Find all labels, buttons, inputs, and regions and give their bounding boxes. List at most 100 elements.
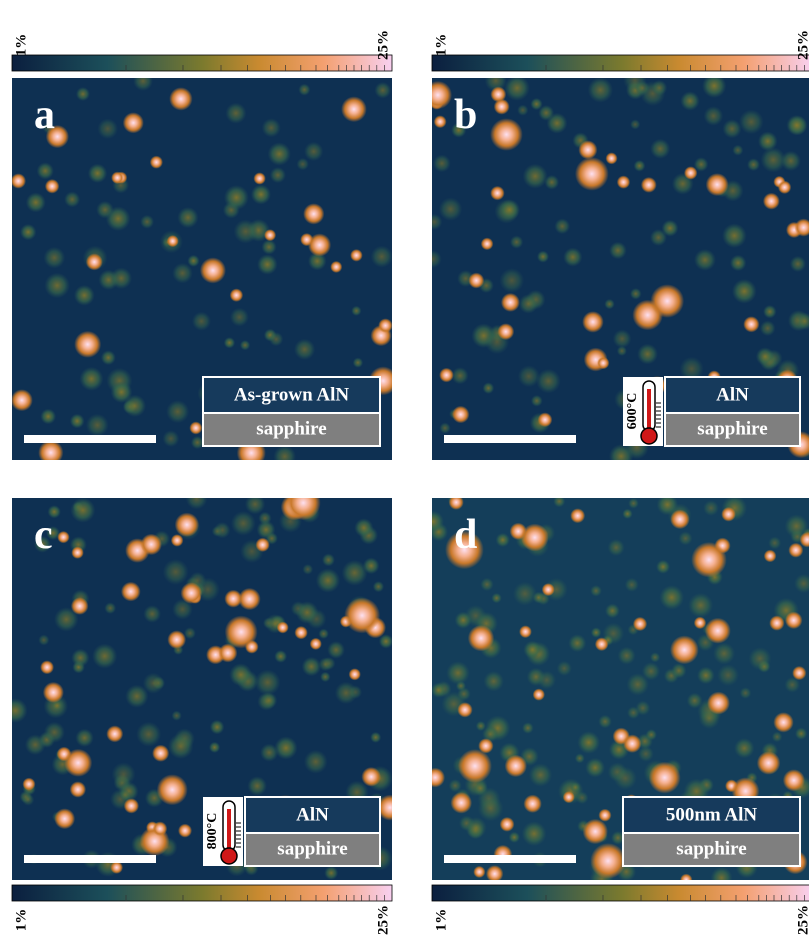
dim-spot (374, 82, 391, 99)
bright-spot (694, 617, 706, 629)
dim-spot (225, 103, 246, 124)
bright-spot (64, 749, 92, 777)
layer-top: AlN (296, 804, 329, 825)
layer-top: As-grown AlN (234, 384, 350, 405)
dim-spot (351, 306, 361, 316)
bright-spot (245, 640, 259, 654)
dim-spot (86, 414, 109, 437)
dim-spot (247, 776, 266, 795)
dim-spot (209, 742, 220, 753)
bright-spot (521, 524, 549, 552)
bright-spot (582, 311, 604, 333)
bright-spot (57, 531, 69, 543)
dim-spot (688, 593, 713, 618)
bright-spot (578, 140, 597, 159)
thermometer-fill (227, 809, 231, 853)
bright-spot (71, 546, 84, 559)
dim-spot (645, 729, 656, 740)
dim-spot (245, 494, 265, 514)
panel: a1%25%As-grown AlNsapphire (11, 30, 398, 468)
colorbar-min: 1% (13, 909, 29, 932)
dim-spot (140, 215, 154, 229)
dim-spot (322, 553, 335, 566)
dim-spot (732, 145, 743, 156)
bright-spot (218, 644, 237, 663)
dim-spot (124, 395, 146, 417)
bright-spot (458, 749, 492, 783)
bright-spot (583, 819, 608, 844)
bright-spot (617, 175, 630, 188)
bright-spot (150, 156, 163, 169)
dim-spot (519, 294, 539, 314)
dim-spot (513, 582, 537, 606)
bright-spot (71, 597, 89, 615)
dim-spot (734, 738, 754, 758)
panel-letter: b (454, 92, 477, 138)
dim-spot (269, 332, 283, 346)
dim-spot (426, 214, 442, 230)
dim-spot (687, 693, 703, 709)
bright-spot (519, 625, 532, 638)
dim-spot (143, 605, 161, 623)
dim-spot (795, 727, 807, 739)
dim-spot (230, 308, 249, 327)
bright-spot (70, 781, 86, 797)
dim-spot (626, 673, 649, 696)
dim-spot (64, 191, 80, 207)
dim-spot (509, 832, 520, 843)
scale-bar (24, 855, 156, 863)
dim-spot (625, 578, 639, 592)
dim-spot (26, 192, 46, 212)
bright-spot (123, 112, 144, 133)
dim-spot (318, 657, 332, 671)
dim-spot (373, 581, 384, 592)
dim-spot (75, 729, 93, 747)
bright-spot (680, 874, 692, 886)
bright-spot (175, 513, 199, 537)
dim-spot (529, 763, 552, 786)
bright-spot (40, 660, 54, 674)
dim-spot (678, 531, 692, 545)
bright-spot (563, 791, 575, 803)
dim-spot (496, 533, 510, 547)
dim-spot (613, 329, 632, 348)
bright-spot (452, 406, 469, 423)
bright-spot (523, 795, 541, 813)
dim-spot (483, 382, 495, 394)
dim-spot (422, 511, 444, 533)
bright-spot (606, 152, 618, 164)
colorbar (432, 885, 809, 901)
dim-spot (260, 744, 278, 762)
bright-spot (650, 284, 684, 318)
dim-spot (451, 367, 468, 384)
dim-spot (568, 634, 586, 652)
dim-spot (478, 795, 504, 821)
dim-spot (491, 593, 501, 603)
scale-bar (444, 855, 576, 863)
panel: b1%25%AlNsapphire600°C (424, 30, 809, 468)
dim-spot (43, 247, 65, 269)
bright-spot (490, 186, 504, 200)
dim-spot (739, 109, 764, 134)
dim-spot (756, 347, 774, 365)
dim-spot (257, 254, 277, 274)
dim-spot (635, 80, 650, 95)
dim-spot (662, 220, 679, 237)
bright-spot (341, 96, 367, 122)
dim-spot (763, 305, 776, 318)
bright-spot (778, 181, 791, 194)
dim-spot (324, 866, 338, 880)
dim-spot (659, 585, 684, 610)
dim-spot (465, 817, 487, 839)
dim-spot (318, 629, 328, 639)
dim-spot (697, 667, 715, 685)
bright-spot (22, 778, 35, 791)
dim-spot (316, 568, 340, 592)
dim-spot (533, 592, 545, 604)
bright-spot (169, 87, 192, 110)
bright-spot (350, 249, 363, 262)
dim-spot (703, 500, 719, 516)
bright-spot (286, 485, 321, 520)
dim-spot (702, 74, 726, 98)
layer-bottom: sapphire (277, 838, 347, 859)
